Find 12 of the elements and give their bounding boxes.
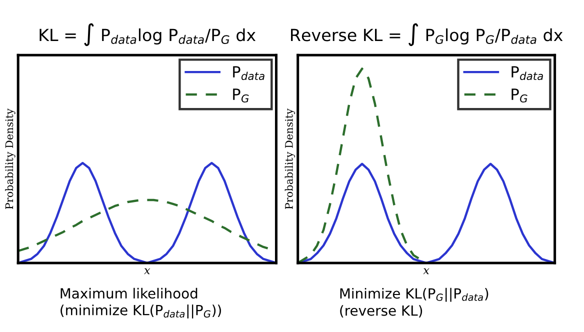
chart-title: Reverse KL = ∫ P$_{G}$log P$_{G}$/P$_{data}$ dx	[291, 23, 563, 46]
legend-label: P$_{G}$	[512, 88, 528, 102]
y-axis-title: Probability Density	[5, 108, 16, 210]
y-axis-title: Probability Density	[284, 108, 296, 210]
chart-title: KL = ∫ P$_{data}$log P$_{data}$/P$_{G}$ dx	[40, 23, 256, 46]
legend-label: P$_{data}$	[233, 66, 264, 80]
x-axis-title: x	[144, 268, 150, 274]
text: Minimize KL(P$_{G}$||P$_{data}$) (reverse KL)	[340, 288, 488, 318]
legend-label: P$_{G}$	[233, 88, 249, 102]
x-axis-title: x	[423, 268, 430, 274]
text: Maximum likelihood (minimize KL(P$_{data}$||P$_{G}$))	[60, 288, 221, 318]
legend-label: P$_{data}$	[512, 66, 543, 80]
